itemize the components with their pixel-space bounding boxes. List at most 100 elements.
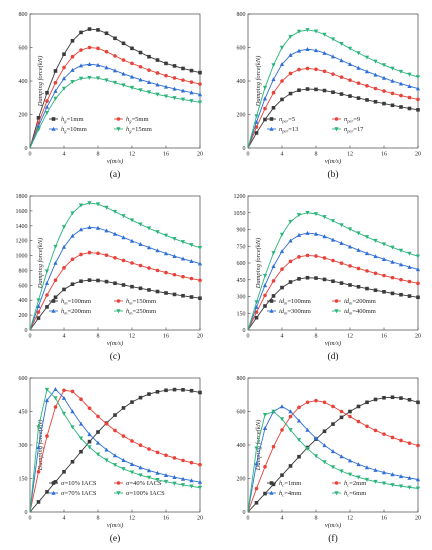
legend-swatch-marker — [334, 481, 339, 485]
data-point — [356, 404, 361, 409]
data-point — [79, 397, 83, 402]
data-point — [138, 465, 143, 470]
x-tick-label: 8 — [315, 334, 318, 340]
y-tick-label: 800 — [237, 12, 246, 18]
x-tick-label: 12 — [347, 516, 353, 522]
data-point — [147, 68, 151, 72]
x-tick-label: 8 — [315, 152, 318, 158]
data-point — [44, 104, 50, 109]
y-axis-label: Damping force(kN) — [37, 420, 44, 471]
y-tick-label: 0 — [243, 146, 246, 152]
y-tick-label: 1200 — [16, 239, 28, 245]
data-point — [87, 445, 92, 450]
data-point — [96, 414, 100, 419]
data-point — [254, 315, 259, 320]
data-point — [314, 67, 318, 72]
data-point — [347, 244, 353, 249]
data-point — [416, 281, 420, 286]
data-point — [297, 255, 301, 259]
series-1 — [247, 253, 420, 331]
data-point — [189, 90, 194, 95]
data-point — [356, 419, 361, 424]
data-point — [407, 95, 412, 100]
data-point — [121, 258, 126, 263]
data-point — [288, 414, 293, 419]
data-point — [130, 284, 134, 289]
data-point — [146, 226, 152, 231]
data-point — [70, 54, 75, 59]
data-point — [254, 114, 259, 119]
data-point — [365, 269, 369, 273]
data-point — [78, 76, 84, 81]
data-point — [45, 490, 49, 494]
legend-swatch-marker — [116, 117, 121, 121]
data-point — [382, 432, 386, 436]
data-point — [288, 238, 293, 243]
legend-entry-label: hg=15mm — [126, 126, 152, 134]
data-point — [322, 234, 327, 239]
legend-entry-label: hg=5mm — [126, 116, 149, 124]
series-line — [29, 279, 201, 331]
legend-entry-label: idm=400mm — [344, 308, 376, 316]
legend-swatch-marker — [269, 117, 274, 121]
data-point — [112, 453, 118, 458]
x-tick-label: 16 — [381, 152, 387, 158]
y-tick-label: 0 — [243, 510, 246, 516]
data-point — [121, 58, 126, 62]
legend-swatch-marker — [269, 490, 274, 495]
data-point — [296, 418, 302, 423]
y-tick-label: 0 — [25, 328, 28, 334]
y-tick-label: 400 — [237, 79, 246, 85]
x-tick-label: 20 — [197, 516, 203, 522]
data-point — [129, 462, 135, 467]
y-tick-label: 1200 — [234, 194, 246, 200]
data-point — [197, 479, 203, 484]
series-2 — [247, 46, 421, 149]
data-point — [382, 290, 386, 294]
data-point — [398, 474, 404, 479]
data-point — [36, 303, 41, 308]
data-point — [263, 464, 267, 469]
data-point — [121, 41, 126, 46]
data-point — [36, 500, 41, 504]
data-point — [78, 227, 84, 232]
legend-swatch-marker — [269, 481, 274, 485]
data-point — [53, 295, 58, 300]
data-point — [121, 434, 126, 438]
y-tick-label: 600 — [19, 376, 28, 382]
x-axis-label: v(m/s) — [325, 158, 341, 165]
data-point — [280, 267, 284, 271]
x-tick-label: 12 — [129, 152, 135, 158]
data-point — [407, 279, 412, 284]
data-point — [138, 242, 143, 247]
data-point — [112, 68, 118, 73]
data-point — [280, 285, 284, 290]
data-point — [146, 475, 152, 480]
x-tick-label: 0 — [29, 152, 32, 158]
data-point — [262, 274, 268, 279]
series-2 — [29, 386, 203, 513]
y-tick-label: 900 — [237, 228, 246, 234]
data-point — [113, 281, 117, 286]
data-point — [138, 50, 143, 55]
data-point — [305, 87, 310, 91]
data-point — [147, 266, 151, 270]
data-point — [180, 240, 186, 245]
data-point — [263, 106, 267, 111]
legend-swatch-marker — [269, 308, 274, 313]
data-point — [130, 61, 134, 66]
data-point — [322, 32, 327, 37]
legend-swatch-marker — [116, 491, 121, 496]
data-point — [347, 227, 353, 232]
data-point — [407, 485, 412, 490]
data-point — [189, 68, 194, 73]
y-tick-label: 600 — [19, 283, 28, 289]
data-point — [164, 61, 168, 66]
data-point — [181, 388, 185, 392]
data-point — [254, 131, 259, 135]
chart-panel-e: 0 4 8 12 16 20 0 150 300 450 600 v(m/s) Damping forc… — [19, 376, 204, 544]
x-tick-label: 16 — [163, 152, 169, 158]
data-point — [279, 404, 285, 409]
data-point — [339, 469, 344, 474]
data-point — [322, 256, 327, 260]
